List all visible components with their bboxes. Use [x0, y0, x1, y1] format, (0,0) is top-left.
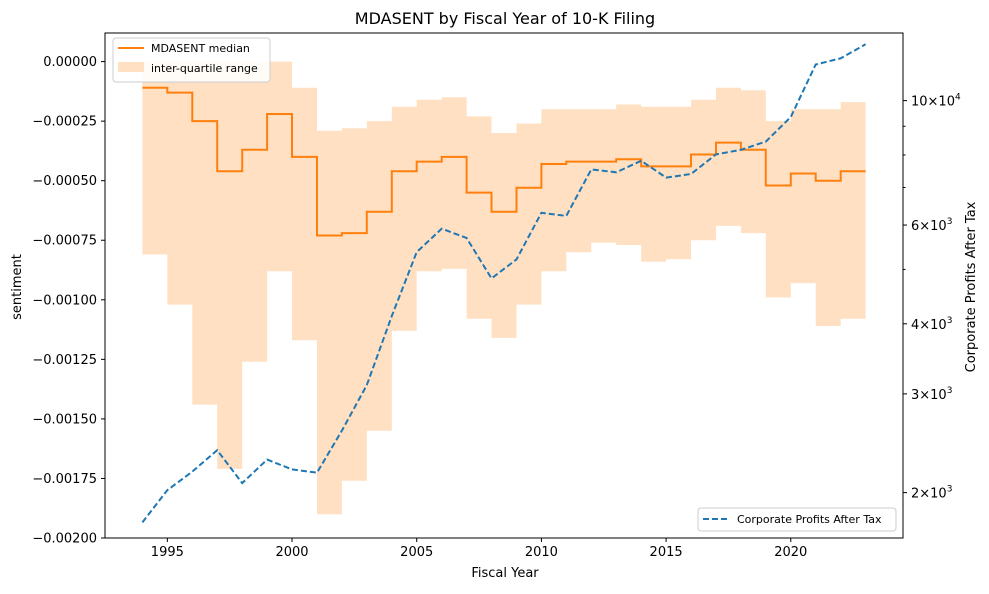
x-tick-label: 2020 [774, 545, 807, 560]
x-tick-label: 2000 [275, 545, 308, 560]
y-axis-label: sentiment [10, 254, 25, 320]
y-tick-label: −0.00150 [32, 412, 97, 427]
corporate-profits-line [141, 43, 867, 524]
y2-axis-label: Corporate Profits After Tax [964, 201, 979, 372]
y2-tick-label: 2×103 [911, 485, 952, 502]
y-tick-label: −0.00075 [32, 234, 97, 249]
x-axis-label: Fiscal Year [471, 566, 539, 581]
x-tick-label: 2005 [400, 545, 433, 560]
y2-tick-label: 3×103 [911, 386, 952, 403]
legend-lower-frame [697, 507, 897, 532]
y-tick-label: −0.00025 [32, 115, 97, 130]
y-tick-label: −0.00200 [32, 532, 97, 547]
chart-title: MDASENT by Fiscal Year of 10-K Filing [355, 9, 655, 28]
y-tick-label: −0.00125 [32, 353, 97, 368]
legend-iqr-label: inter-quartile range [151, 62, 258, 75]
median-line [142, 86, 866, 237]
y-tick-label: −0.00175 [32, 472, 97, 487]
legend-profits-label: Corporate Profits After Tax [737, 513, 882, 526]
x-tick-label: 2015 [650, 545, 683, 560]
y2-tick-label: 10×104 [911, 93, 961, 110]
y-tick-label: 0.00000 [43, 55, 97, 70]
legend-iqr-swatch [118, 62, 144, 72]
legend-lower: Corporate Profits After Tax [697, 507, 897, 532]
legend-upper: MDASENT median inter-quartile range [112, 37, 271, 83]
legend-median-label: MDASENT median [151, 42, 250, 55]
plot-frame [104, 32, 904, 539]
x-tick-label: 2010 [525, 545, 558, 560]
iqr-band [142, 61, 866, 515]
x-tick-label: 1995 [151, 545, 184, 560]
y-tick-label: −0.00100 [32, 293, 97, 308]
y2-tick-label: 4×103 [911, 316, 952, 333]
y-tick-label: −0.00050 [32, 174, 97, 189]
axes: 1995 2000 2005 2010 2015 2020 0.00000 −0.00025 −… [32, 32, 961, 560]
plot-area [141, 43, 867, 524]
legend-upper-frame [112, 37, 271, 83]
y2-tick-label: 6×103 [911, 217, 952, 234]
